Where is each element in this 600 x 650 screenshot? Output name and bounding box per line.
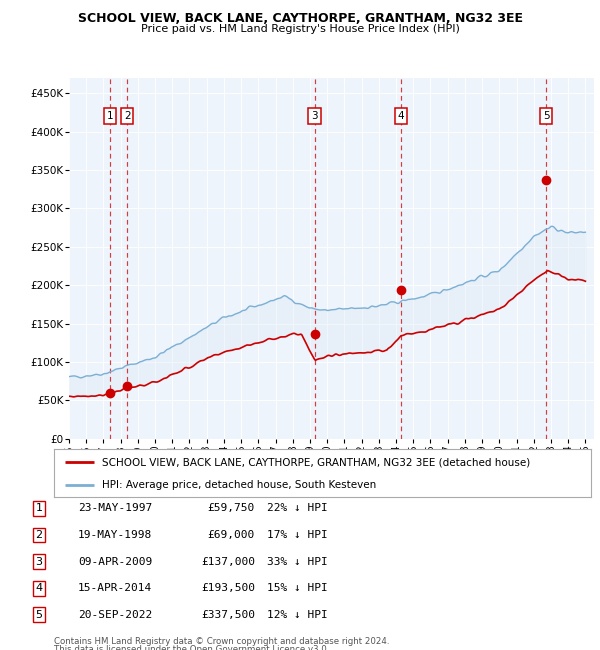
Text: 4: 4	[35, 583, 43, 593]
Text: 4: 4	[398, 111, 404, 122]
Text: 15-APR-2014: 15-APR-2014	[78, 583, 152, 593]
Text: This data is licensed under the Open Government Licence v3.0.: This data is licensed under the Open Gov…	[54, 645, 329, 650]
Text: 1: 1	[107, 111, 113, 122]
Text: 1: 1	[35, 503, 43, 514]
Text: 20-SEP-2022: 20-SEP-2022	[78, 610, 152, 620]
Text: 15% ↓ HPI: 15% ↓ HPI	[267, 583, 328, 593]
Text: Contains HM Land Registry data © Crown copyright and database right 2024.: Contains HM Land Registry data © Crown c…	[54, 637, 389, 646]
Text: £69,000: £69,000	[208, 530, 255, 540]
Text: 2: 2	[124, 111, 130, 122]
Text: £59,750: £59,750	[208, 503, 255, 514]
Text: Price paid vs. HM Land Registry's House Price Index (HPI): Price paid vs. HM Land Registry's House …	[140, 24, 460, 34]
Text: 3: 3	[35, 556, 43, 567]
Text: 5: 5	[543, 111, 550, 122]
Text: 12% ↓ HPI: 12% ↓ HPI	[267, 610, 328, 620]
Text: SCHOOL VIEW, BACK LANE, CAYTHORPE, GRANTHAM, NG32 3EE: SCHOOL VIEW, BACK LANE, CAYTHORPE, GRANT…	[77, 12, 523, 25]
Text: 19-MAY-1998: 19-MAY-1998	[78, 530, 152, 540]
Text: 2: 2	[35, 530, 43, 540]
Text: HPI: Average price, detached house, South Kesteven: HPI: Average price, detached house, Sout…	[103, 480, 377, 490]
Text: 3: 3	[311, 111, 318, 122]
Text: 5: 5	[35, 610, 43, 620]
Text: £193,500: £193,500	[201, 583, 255, 593]
Text: £337,500: £337,500	[201, 610, 255, 620]
Text: 09-APR-2009: 09-APR-2009	[78, 556, 152, 567]
Text: 22% ↓ HPI: 22% ↓ HPI	[267, 503, 328, 514]
Text: £137,000: £137,000	[201, 556, 255, 567]
Text: SCHOOL VIEW, BACK LANE, CAYTHORPE, GRANTHAM, NG32 3EE (detached house): SCHOOL VIEW, BACK LANE, CAYTHORPE, GRANT…	[103, 457, 530, 467]
Text: 23-MAY-1997: 23-MAY-1997	[78, 503, 152, 514]
Text: 33% ↓ HPI: 33% ↓ HPI	[267, 556, 328, 567]
Text: 17% ↓ HPI: 17% ↓ HPI	[267, 530, 328, 540]
